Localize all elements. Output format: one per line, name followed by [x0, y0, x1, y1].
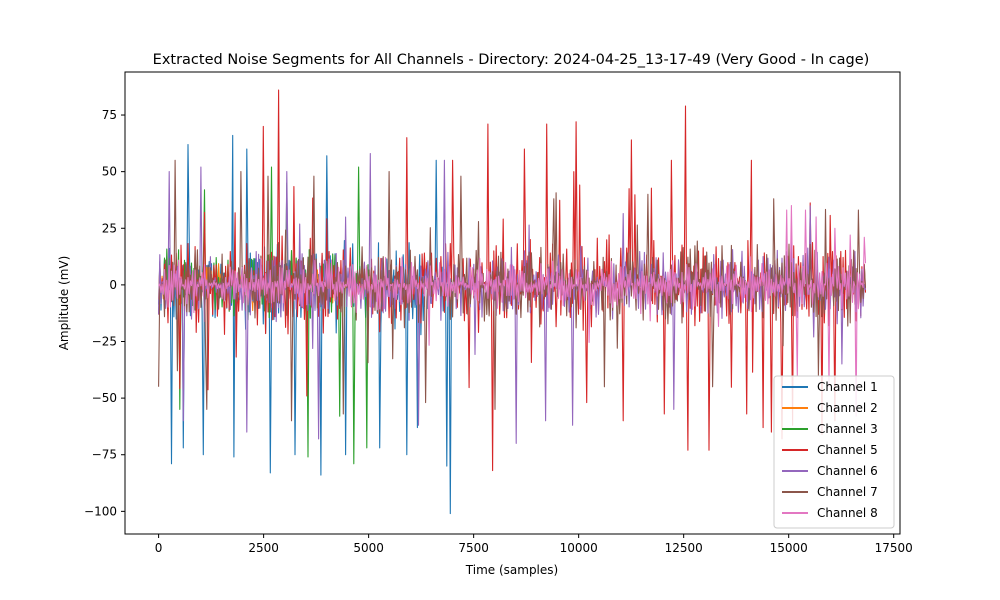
x-tick-label: 17500: [875, 541, 913, 555]
legend-entry: Channel 1: [817, 380, 878, 394]
x-tick-label: 2500: [248, 541, 279, 555]
x-axis-label: Time (samples): [465, 563, 558, 577]
series-line-channel-8: [158, 205, 867, 417]
y-tick-label: −50: [92, 391, 117, 405]
x-tick-label: 5000: [353, 541, 384, 555]
x-tick-label: 15000: [770, 541, 808, 555]
legend-entry: Channel 6: [817, 464, 878, 478]
y-tick-label: 75: [102, 108, 117, 122]
y-tick-label: −75: [92, 448, 117, 462]
y-tick-label: 50: [102, 165, 117, 179]
y-axis-label: Amplitude (mV): [57, 256, 71, 351]
legend-entry: Channel 3: [817, 422, 878, 436]
x-tick-label: 12500: [665, 541, 703, 555]
y-tick-label: −100: [84, 504, 117, 518]
legend-entry: Channel 7: [817, 485, 878, 499]
x-tick-label: 10000: [560, 541, 598, 555]
y-tick-label: −25: [92, 335, 117, 349]
legend-box: [773, 375, 895, 529]
x-tick-label: 7500: [458, 541, 489, 555]
x-tick-label: 0: [155, 541, 163, 555]
y-tick-label: 25: [102, 221, 117, 235]
legend-entry: Channel 8: [817, 506, 878, 520]
legend-entry: Channel 2: [817, 401, 878, 415]
x-axis: 0 2500 5000 7500 10000 12500 15000 17500: [155, 534, 913, 555]
y-axis: −100 −75 −50 −25 0 25 50 75: [84, 108, 125, 518]
chart-title: Extracted Noise Segments for All Channel…: [153, 52, 870, 68]
plot-series-layer: [158, 89, 867, 515]
y-tick-label: 0: [109, 278, 117, 292]
legend-entry: Channel 5: [817, 443, 878, 457]
plot-frame: [124, 71, 901, 535]
legend: Channel 1 Channel 2 Channel 3 Channel 5 Chan…: [773, 375, 895, 529]
